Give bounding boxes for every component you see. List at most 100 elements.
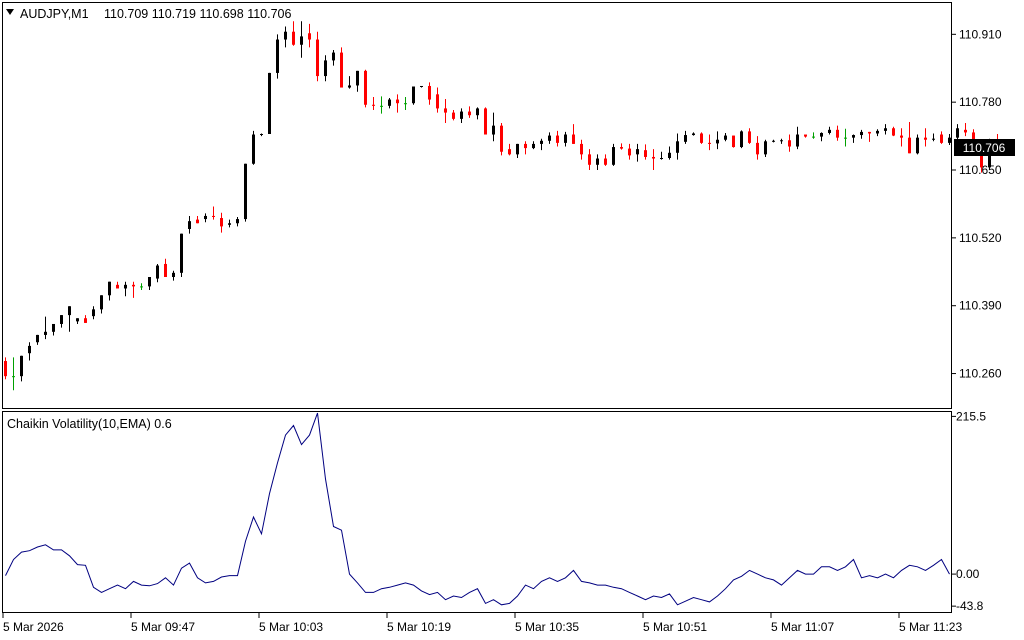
price-axis: 110.910 110.780 110.650 110.520 110.390 110.2…	[951, 27, 1002, 381]
indicator-line	[5, 412, 950, 606]
candle	[820, 132, 823, 142]
candle-body	[124, 284, 127, 289]
candle-body	[516, 143, 519, 155]
candle	[500, 123, 503, 156]
price-pane[interactable]	[2, 2, 1000, 409]
current-price-box	[954, 139, 1015, 156]
chart-menu-triangle-icon[interactable]	[6, 9, 14, 15]
candle-body	[220, 218, 223, 227]
candle	[580, 139, 583, 160]
candle-body	[404, 103, 407, 105]
candle-body	[628, 148, 631, 156]
candle-body	[564, 134, 567, 143]
candle	[484, 107, 487, 135]
candle	[236, 216, 239, 227]
candle-body	[260, 133, 263, 135]
candle	[28, 342, 31, 361]
candle-body	[412, 86, 415, 104]
candle-body	[876, 130, 879, 134]
candle-body	[956, 128, 959, 138]
candle	[20, 355, 23, 382]
candle	[620, 143, 623, 150]
candle-body	[292, 31, 295, 45]
candle	[788, 134, 791, 152]
candle	[124, 281, 127, 297]
candle	[708, 134, 711, 151]
candle	[276, 34, 279, 79]
candle-body	[396, 99, 399, 104]
time-tick-label: 5 Mar 10:51	[643, 620, 707, 634]
candle-body	[692, 133, 695, 136]
candle	[796, 126, 799, 150]
candle	[204, 213, 207, 223]
candle-body	[788, 140, 791, 147]
candle	[356, 70, 359, 92]
candle	[596, 154, 599, 171]
candle	[756, 136, 759, 160]
candle-body	[372, 104, 375, 106]
candle	[196, 215, 199, 224]
candle-body	[20, 355, 23, 377]
candle	[228, 219, 231, 228]
candle-body	[708, 142, 711, 144]
price-tick-label: 110.780	[959, 95, 1002, 109]
price-tick-label: 110.260	[959, 367, 1002, 381]
candle	[148, 277, 151, 291]
candles	[4, 21, 999, 391]
candle	[908, 121, 911, 154]
candle-body	[12, 376, 15, 378]
candle	[420, 85, 423, 88]
time-tick-label: 5 Mar 10:35	[515, 620, 579, 634]
candle	[916, 134, 919, 155]
candle	[884, 124, 887, 135]
indicator-label: Chaikin Volatility(10,EMA) 0.6	[7, 417, 172, 431]
indicator-tick-label: 215.5	[956, 409, 986, 423]
candle-body	[932, 138, 935, 140]
candle	[468, 106, 471, 118]
candle-body	[636, 149, 639, 155]
candle	[412, 86, 415, 105]
candle-body	[804, 134, 807, 137]
candle	[268, 72, 271, 134]
candle	[748, 128, 751, 144]
candle	[892, 126, 895, 137]
candle	[188, 215, 191, 234]
candle-body	[900, 135, 903, 138]
candle	[652, 149, 655, 171]
candle-body	[524, 143, 527, 149]
candle	[932, 133, 935, 142]
indicator-pane[interactable]	[2, 411, 952, 613]
candle-body	[356, 70, 359, 86]
candle-body	[828, 129, 831, 133]
candle	[244, 163, 247, 222]
candle	[140, 283, 143, 291]
candle-body	[740, 131, 743, 148]
candle	[396, 94, 399, 113]
candle-body	[428, 85, 431, 100]
indicator-tick-label: 0.00	[956, 567, 980, 581]
candle-body	[348, 85, 351, 88]
candle-body	[668, 152, 671, 159]
candle	[876, 129, 879, 137]
candle	[532, 141, 535, 150]
candle	[812, 132, 815, 139]
candle-body	[76, 318, 79, 322]
candle-body	[420, 85, 423, 87]
candle-body	[748, 131, 751, 143]
candle	[556, 130, 559, 147]
candle-body	[132, 284, 135, 287]
candle	[84, 315, 87, 323]
ohlc-header: 110.709 110.719 110.698 110.706	[104, 7, 291, 21]
candle-body	[92, 309, 95, 317]
candle-body	[924, 137, 927, 140]
candle-body	[188, 221, 191, 229]
candle-body	[772, 140, 775, 142]
candle	[436, 87, 439, 113]
candle-body	[716, 139, 719, 144]
candle	[324, 55, 327, 82]
indicator-tick-label: -43.8	[956, 599, 984, 613]
candle-body	[60, 315, 63, 324]
candle-body	[620, 147, 623, 149]
candle	[116, 281, 119, 289]
